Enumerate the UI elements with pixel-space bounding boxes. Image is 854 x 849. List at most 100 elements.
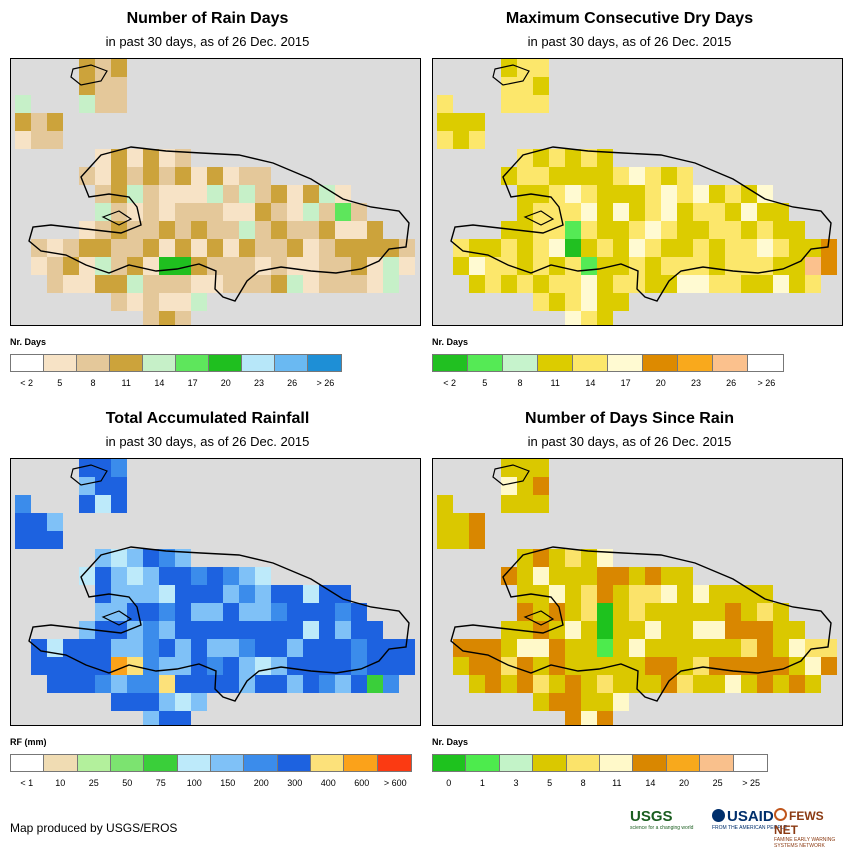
map-credit: Map produced by USGS/EROS [10, 821, 178, 835]
grid-cell [223, 585, 239, 603]
map-grid [437, 59, 837, 325]
small-island-outline [492, 464, 555, 626]
grid-cell [175, 203, 191, 221]
legend-tick-label: 11 [550, 378, 560, 388]
grid-cell [239, 221, 255, 239]
grid-cell [335, 221, 351, 239]
grid-cell [351, 603, 367, 621]
grid-cell [773, 221, 789, 239]
grid-cell [79, 239, 95, 257]
grid-cell [741, 603, 757, 621]
grid-cell [223, 603, 239, 621]
legend-swatch [633, 755, 667, 771]
grid-cell [709, 185, 725, 203]
grid-cell [741, 185, 757, 203]
grid-cell [613, 167, 629, 185]
grid-cell [191, 221, 207, 239]
grid-cell [191, 203, 207, 221]
grid-cell [143, 203, 159, 221]
grid-cell [175, 711, 191, 725]
grid-cell [533, 459, 549, 477]
grid-cell [15, 531, 31, 549]
grid-cell [533, 185, 549, 203]
grid-cell [597, 603, 613, 621]
grid-cell [485, 657, 501, 675]
grid-cell [143, 621, 159, 639]
grid-cell [79, 675, 95, 693]
grid-cell [95, 275, 111, 293]
grid-cell [469, 657, 485, 675]
legend-tick-label: 8 [517, 378, 523, 388]
grid-cell [469, 531, 485, 549]
map-rainfall [10, 458, 421, 726]
grid-cell [255, 167, 271, 185]
grid-cell [399, 639, 415, 657]
grid-cell [95, 221, 111, 239]
grid-cell [95, 185, 111, 203]
grid-cell [111, 185, 127, 203]
grid-cell [335, 185, 351, 203]
legend-ticks: < 1 10 25 50 75 100 150 200 300 400 600 > 600 [10, 778, 412, 790]
grid-cell [533, 77, 549, 95]
grid-cell [175, 585, 191, 603]
grid-cell [351, 275, 367, 293]
fews-globe-icon [774, 808, 787, 821]
grid-cell [757, 639, 773, 657]
grid-cell [629, 621, 645, 639]
grid-cell [175, 657, 191, 675]
legend-tick-label: 25 [88, 778, 99, 788]
grid-cell [725, 257, 741, 275]
grid-cell [159, 257, 175, 275]
grid-cell [111, 77, 127, 95]
grid-cell [533, 621, 549, 639]
grid-cells [437, 459, 837, 725]
grid-cell [597, 657, 613, 675]
grid-cell [143, 149, 159, 167]
grid-cell [821, 639, 837, 657]
legend-swatch [533, 755, 567, 771]
grid-cell [367, 239, 383, 257]
legend-tick-label: 20 [220, 378, 231, 388]
grid-cell [159, 275, 175, 293]
grid-cell [223, 257, 239, 275]
grid-cell [757, 185, 773, 203]
grid-cell [645, 239, 661, 257]
legend-ticks: < 2 5 8 11 14 17 20 23 26 > 26 [432, 378, 784, 390]
grid-cell [111, 621, 127, 639]
map-grid [15, 59, 415, 325]
panel-title: Maximum Consecutive Dry Days [505, 10, 754, 27]
grid-cell [335, 257, 351, 275]
grid-cell [351, 621, 367, 639]
grid-cell [517, 621, 533, 639]
grid-cell [597, 621, 613, 639]
grid-cell [789, 221, 805, 239]
grid-cell [517, 675, 533, 693]
grid-cell [581, 275, 597, 293]
grid-cell [533, 293, 549, 311]
grid-cell [533, 275, 549, 293]
grid-cell [549, 549, 565, 567]
grid-cell [159, 185, 175, 203]
grid-cell [565, 167, 581, 185]
grid-cell [239, 167, 255, 185]
grid-cell [661, 603, 677, 621]
grid-cell [223, 567, 239, 585]
grid-cell [485, 239, 501, 257]
grid-cell [79, 495, 95, 513]
legend-swatch [242, 355, 275, 371]
grid-cell [725, 675, 741, 693]
grid-cell [709, 239, 725, 257]
grid-cell [319, 239, 335, 257]
grid-cell [255, 621, 271, 639]
grid-cell [239, 239, 255, 257]
grid-cell [143, 293, 159, 311]
grid-cell [613, 257, 629, 275]
grid-cell [175, 293, 191, 311]
grid-cell [533, 221, 549, 239]
legend-swatch [678, 355, 713, 371]
panel-subtitle: in past 30 days, as of 26 Dec. 2015 [105, 434, 310, 449]
panel-title: Number of Days Since Rain [525, 410, 734, 427]
grid-cell [143, 693, 159, 711]
grid-cell [159, 311, 175, 325]
grid-cell [143, 711, 159, 725]
